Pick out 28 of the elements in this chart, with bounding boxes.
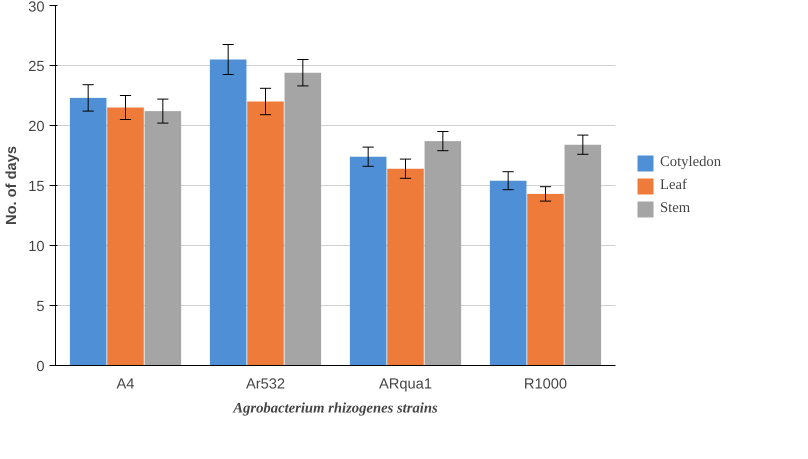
bar <box>210 60 246 366</box>
legend-label: Stem <box>660 200 690 217</box>
bar <box>564 144 602 366</box>
y-tick-label: 20 <box>28 119 45 135</box>
bar <box>284 72 322 366</box>
bar <box>144 111 182 366</box>
x-tick-label: A4 <box>116 376 134 392</box>
bar <box>107 108 144 366</box>
legend-label: Cotyledon <box>660 154 722 171</box>
y-tick-label: 30 <box>28 0 45 16</box>
x-tick-label: R1000 <box>524 376 568 392</box>
bar <box>387 168 424 366</box>
bar <box>424 141 462 366</box>
y-tick-label: 25 <box>28 59 45 75</box>
x-tick-label: Ar532 <box>246 376 286 392</box>
bar <box>490 180 526 366</box>
y-tick-label: 0 <box>36 359 45 375</box>
x-axis-title: Agrobacterium rhizogenes strains <box>232 400 438 416</box>
y-axis-title: No. of days <box>4 146 20 225</box>
bar <box>247 102 284 366</box>
bar <box>70 98 106 366</box>
bar <box>350 156 386 366</box>
y-tick-label: 5 <box>36 299 45 315</box>
x-tick-label: ARqua1 <box>379 376 432 392</box>
bar <box>527 194 564 366</box>
legend-label: Leaf <box>660 177 687 194</box>
y-tick-label: 15 <box>28 179 45 195</box>
y-tick-label: 10 <box>28 239 45 255</box>
